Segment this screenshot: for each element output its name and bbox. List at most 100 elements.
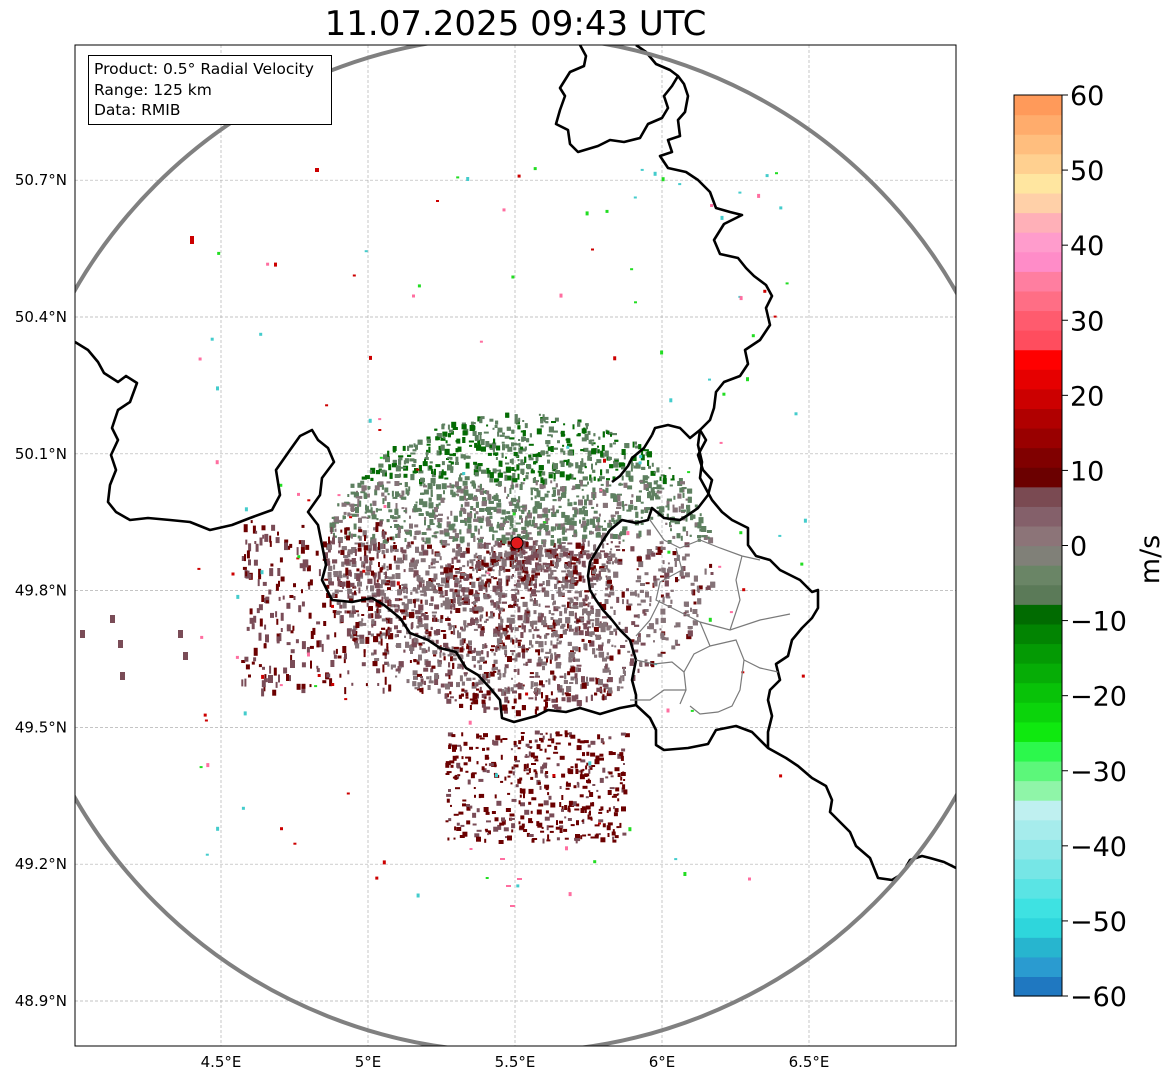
echo-cell [532, 540, 537, 546]
echo-cell [612, 534, 618, 539]
echo-cell [430, 562, 433, 566]
echo-cell [540, 425, 544, 428]
echo-cell [540, 496, 546, 501]
echo-cell [409, 530, 412, 537]
echo-cell [368, 606, 373, 611]
echo-cell [548, 474, 553, 479]
echo-cell [561, 689, 564, 696]
echo-cell [453, 604, 456, 610]
echo-cell [397, 589, 402, 596]
echo-cell [600, 550, 605, 553]
echo-cell [646, 482, 652, 489]
echo-cell [542, 479, 545, 486]
echo-cell [607, 556, 611, 560]
echo-cell [592, 487, 596, 493]
echo-cell [660, 575, 664, 578]
echo-cell [633, 465, 638, 469]
echo-cell [601, 642, 604, 647]
echo-cell [617, 515, 622, 521]
echo-cell [682, 492, 685, 498]
echo-cell [595, 462, 598, 466]
echo-cell [363, 555, 368, 562]
echo-cell [449, 691, 452, 695]
echo-cell [326, 584, 330, 589]
echo-cell [419, 590, 423, 593]
echo-cell [640, 501, 644, 504]
echo-cell [489, 562, 492, 566]
echo-cell [470, 506, 474, 510]
echo-cell [492, 427, 495, 430]
echo-cell [462, 551, 467, 555]
echo-cell [543, 507, 548, 514]
echo-cell [623, 453, 626, 460]
echo-cell [692, 620, 698, 626]
echo-cell [592, 523, 596, 528]
echo-cell [632, 675, 636, 681]
echo-cell [245, 539, 248, 545]
echo-cell [379, 589, 385, 596]
echo-cell [395, 465, 401, 472]
echo-cell [565, 693, 571, 697]
echo-cell [596, 503, 599, 507]
echo-cell [381, 627, 386, 630]
echo-cell [570, 517, 575, 521]
echo-cell [369, 562, 372, 568]
echo-cell [448, 524, 453, 531]
echo-cell [423, 483, 426, 486]
echo-cell [630, 639, 635, 643]
echo-cell [447, 622, 451, 626]
echo-cell [515, 564, 520, 571]
echo-cell [606, 652, 609, 656]
echo-cell [547, 446, 551, 451]
echo-cell [698, 517, 704, 524]
echo-cell [349, 612, 355, 618]
echo-cell [440, 683, 445, 688]
echo-cell [403, 603, 409, 610]
echo-cell [596, 648, 600, 651]
echo-cell [493, 551, 496, 553]
echo-cell [378, 481, 384, 486]
echo-cell [483, 431, 489, 434]
echo-cell [367, 486, 371, 490]
echo-cell [410, 591, 413, 595]
echo-cell [498, 499, 501, 503]
echo-cell [535, 675, 540, 678]
echo-cell [390, 580, 396, 587]
echo-cell [551, 613, 555, 616]
echo-cell [490, 599, 494, 606]
echo-cell [502, 520, 506, 525]
echo-cell [428, 680, 434, 684]
echo-cell [458, 602, 462, 606]
echo-cell [531, 468, 534, 471]
echo-cell [543, 484, 546, 489]
echo-cell [540, 567, 543, 572]
echo-cell [677, 493, 682, 499]
echo-cell [523, 507, 527, 512]
echo-cell [521, 647, 526, 653]
echo-cell [379, 543, 384, 550]
echo-cell [514, 552, 518, 559]
echo-cell [677, 481, 683, 486]
echo-cell [638, 561, 644, 568]
echo-cell [495, 454, 498, 456]
echo-cell [573, 657, 576, 662]
echo-cell [556, 642, 562, 645]
echo-cell [501, 689, 504, 696]
echo-cell [278, 596, 281, 601]
echo-cell [586, 620, 591, 625]
echo-cell [409, 444, 413, 448]
echo-cell [555, 606, 561, 609]
echo-cell [449, 456, 453, 460]
echo-cell [437, 688, 441, 694]
echo-cell [278, 674, 280, 683]
echo-cell [342, 573, 347, 578]
echo-cell [489, 515, 493, 519]
echo-cell [410, 650, 413, 654]
echo-cell [492, 447, 495, 452]
echo-cell [568, 611, 574, 617]
echo-cell [707, 536, 710, 539]
echo-cell [446, 516, 449, 520]
echo-cell [545, 633, 549, 636]
echo-cell [507, 475, 512, 481]
echo-cell [497, 472, 503, 478]
